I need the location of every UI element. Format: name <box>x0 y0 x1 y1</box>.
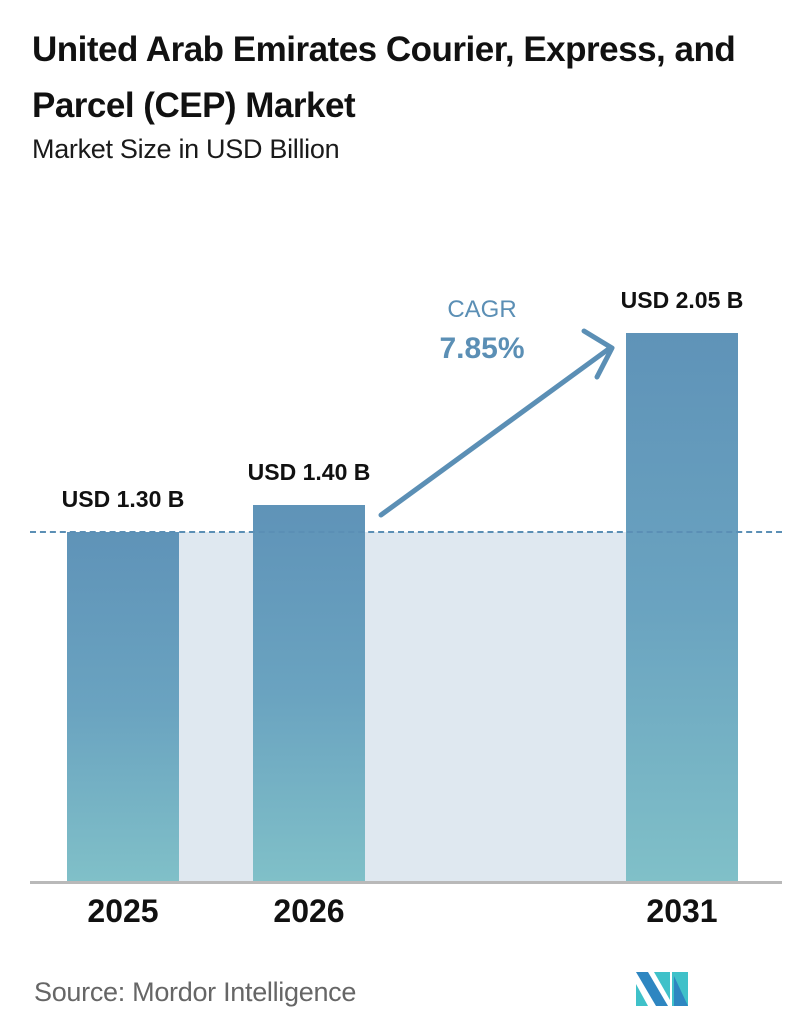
cagr-label: CAGR <box>447 296 517 323</box>
reference-dashed-line <box>30 531 782 533</box>
value-label-2031: USD 2.05 B <box>620 287 744 313</box>
bar-2025 <box>67 532 179 882</box>
x-axis-baseline <box>30 881 782 884</box>
x-tick-2031: 2031 <box>646 893 718 929</box>
value-label-2025: USD 1.30 B <box>61 486 185 512</box>
value-label-2026: USD 1.40 B <box>247 459 371 485</box>
x-tick-2026: 2026 <box>273 893 345 929</box>
source-text: Source: Mordor Intelligence <box>34 977 357 1007</box>
cagr-value: 7.85% <box>439 332 525 365</box>
background-band <box>365 532 626 882</box>
x-tick-2025: 2025 <box>87 893 159 929</box>
bar-2026 <box>253 505 365 882</box>
bar-2031 <box>626 333 738 882</box>
mordor-intelligence-logo-icon <box>636 972 688 1006</box>
background-band <box>179 532 253 882</box>
chart-title: United Arab Emirates Courier, Express, a… <box>32 30 736 125</box>
chart-subtitle: Market Size in USD Billion <box>32 134 340 164</box>
